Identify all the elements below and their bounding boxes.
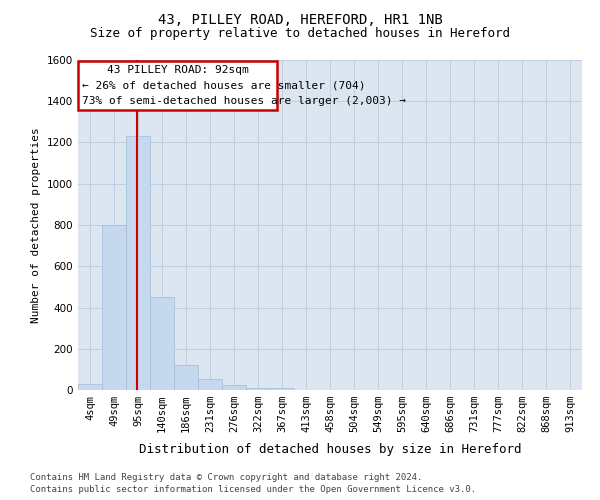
Bar [174, 365, 198, 390]
Bar [126, 136, 150, 390]
Y-axis label: Number of detached properties: Number of detached properties [31, 127, 41, 323]
Text: Contains HM Land Registry data © Crown copyright and database right 2024.: Contains HM Land Registry data © Crown c… [30, 472, 422, 482]
Text: 43, PILLEY ROAD, HEREFORD, HR1 1NB: 43, PILLEY ROAD, HEREFORD, HR1 1NB [158, 12, 442, 26]
Text: 43 PILLEY ROAD: 92sqm: 43 PILLEY ROAD: 92sqm [107, 65, 249, 75]
Bar [246, 388, 270, 390]
Bar [102, 225, 126, 390]
Bar [222, 385, 246, 390]
Bar [198, 378, 222, 390]
Text: 73% of semi-detached houses are larger (2,003) →: 73% of semi-detached houses are larger (… [82, 96, 406, 106]
X-axis label: Distribution of detached houses by size in Hereford: Distribution of detached houses by size … [139, 444, 521, 456]
Text: Size of property relative to detached houses in Hereford: Size of property relative to detached ho… [90, 28, 510, 40]
FancyBboxPatch shape [79, 61, 277, 110]
Bar [78, 384, 102, 390]
Bar [270, 388, 294, 390]
Bar [150, 297, 174, 390]
Text: Contains public sector information licensed under the Open Government Licence v3: Contains public sector information licen… [30, 485, 476, 494]
Text: ← 26% of detached houses are smaller (704): ← 26% of detached houses are smaller (70… [82, 80, 365, 90]
